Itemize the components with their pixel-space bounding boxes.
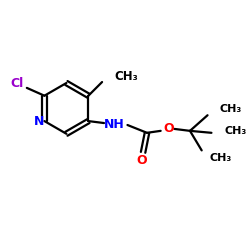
Text: NH: NH (104, 118, 124, 132)
Text: CH₃: CH₃ (210, 153, 232, 163)
Text: O: O (163, 122, 174, 136)
Text: N: N (34, 114, 45, 128)
Text: Cl: Cl (10, 76, 24, 90)
Text: CH₃: CH₃ (224, 126, 246, 136)
Text: CH₃: CH₃ (219, 104, 242, 114)
Text: O: O (137, 154, 147, 167)
Text: CH₃: CH₃ (115, 70, 138, 83)
